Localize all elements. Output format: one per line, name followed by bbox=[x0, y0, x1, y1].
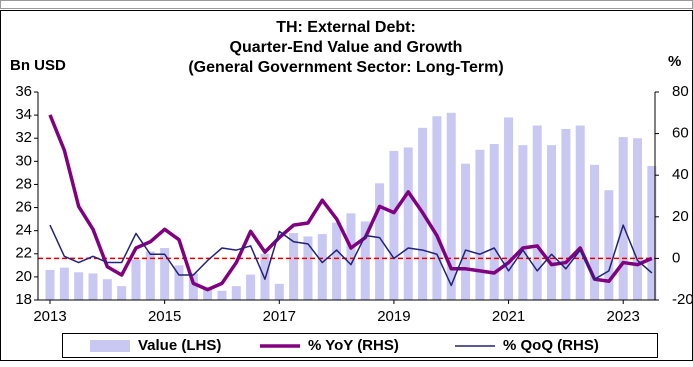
bar bbox=[231, 286, 241, 300]
y2-tick-label: 20 bbox=[672, 208, 689, 225]
chart-title: Quarter-End Value and Growth bbox=[230, 39, 463, 56]
top-strip bbox=[0, 0, 693, 9]
y2-tick-label: 60 bbox=[672, 125, 689, 142]
bar bbox=[131, 259, 141, 300]
chart-title: (General Government Sector: Long-Term) bbox=[188, 59, 503, 76]
x-tick-label: 2023 bbox=[607, 308, 640, 325]
bar bbox=[117, 286, 127, 300]
bar bbox=[203, 288, 213, 300]
line-series bbox=[49, 224, 653, 287]
y-tick-label: 28 bbox=[15, 175, 32, 192]
bar bbox=[561, 128, 571, 300]
y-axis-label: Bn USD bbox=[10, 57, 66, 74]
y2-tick-label: 80 bbox=[672, 83, 689, 100]
y-tick-label: 24 bbox=[15, 222, 32, 239]
bar bbox=[188, 273, 198, 300]
bar bbox=[547, 145, 557, 300]
bar bbox=[160, 248, 170, 300]
bar bbox=[346, 213, 356, 300]
bar bbox=[475, 149, 485, 300]
y-tick-label: 20 bbox=[15, 268, 32, 285]
x-tick-label: 2013 bbox=[33, 308, 66, 325]
legend-label: % YoY (RHS) bbox=[308, 337, 399, 354]
bar bbox=[174, 265, 184, 300]
bar bbox=[59, 267, 69, 300]
x-tick-label: 2017 bbox=[263, 308, 296, 325]
bar bbox=[618, 137, 628, 300]
bar bbox=[88, 273, 98, 300]
y-tick-label: 22 bbox=[15, 245, 32, 262]
y2-tick-label: 0 bbox=[672, 249, 680, 266]
y2-tick-label: 40 bbox=[672, 166, 689, 183]
bar bbox=[590, 164, 600, 300]
bar bbox=[74, 272, 84, 300]
y2-tick-label: -20 bbox=[672, 291, 693, 308]
bar bbox=[317, 234, 327, 300]
bar bbox=[360, 221, 370, 300]
bar bbox=[432, 116, 442, 301]
bar bbox=[375, 183, 385, 300]
bar bbox=[274, 283, 284, 300]
y-tick-label: 32 bbox=[15, 129, 32, 146]
line-series bbox=[48, 114, 653, 292]
bar bbox=[289, 232, 299, 300]
bar bbox=[403, 147, 413, 300]
bar bbox=[633, 138, 643, 300]
bar bbox=[532, 125, 542, 300]
y-tick-label: 36 bbox=[15, 83, 32, 100]
chart-title: TH: External Debt: bbox=[276, 19, 416, 36]
bar bbox=[489, 144, 499, 300]
bar bbox=[647, 165, 657, 300]
legend bbox=[62, 333, 658, 358]
bar bbox=[446, 112, 456, 300]
bar bbox=[217, 290, 227, 300]
bar bbox=[604, 190, 614, 300]
bar bbox=[145, 251, 155, 300]
bar bbox=[45, 269, 55, 300]
bar bbox=[518, 145, 528, 300]
legend-label: Value (LHS) bbox=[138, 337, 221, 354]
bar bbox=[102, 279, 112, 300]
y2-axis-label: % bbox=[668, 53, 681, 70]
bar bbox=[246, 274, 256, 300]
bar bbox=[332, 222, 342, 300]
bar bbox=[504, 117, 514, 300]
y-tick-label: 30 bbox=[15, 152, 32, 169]
y-tick-label: 18 bbox=[15, 291, 32, 308]
y-tick-label: 34 bbox=[15, 106, 32, 123]
legend-swatch bbox=[90, 340, 130, 352]
y-tick-label: 26 bbox=[15, 199, 32, 216]
x-tick-label: 2019 bbox=[377, 308, 410, 325]
bar bbox=[575, 125, 585, 300]
bar bbox=[303, 236, 313, 300]
bar bbox=[461, 163, 471, 300]
legend-label: % QoQ (RHS) bbox=[503, 337, 599, 354]
x-tick-label: 2021 bbox=[492, 308, 525, 325]
x-tick-label: 2015 bbox=[148, 308, 181, 325]
bar bbox=[389, 150, 399, 300]
